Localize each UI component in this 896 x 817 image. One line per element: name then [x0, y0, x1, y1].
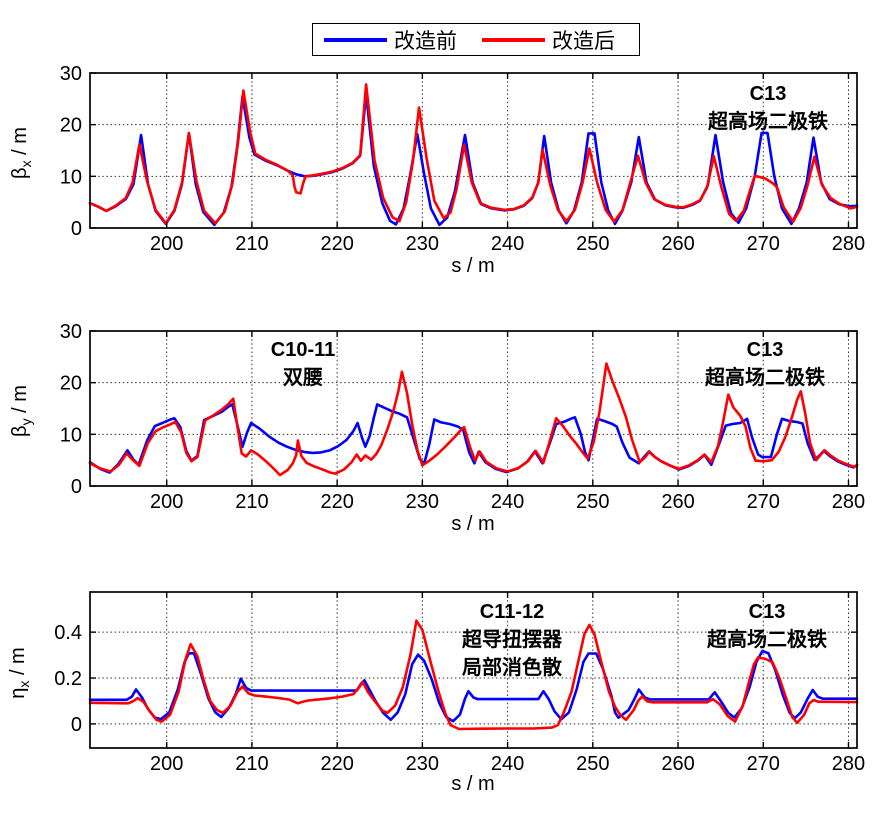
- y-tick-label: 0.4: [54, 622, 82, 644]
- x-tick-label: 250: [576, 753, 609, 775]
- annotation-line: 超高场二极铁: [707, 629, 827, 651]
- y-axis-subscript: y: [18, 418, 34, 426]
- series-line-after: [88, 362, 859, 477]
- series-line-before: [88, 403, 859, 474]
- x-tick-label: 240: [491, 233, 524, 255]
- annotation-line: C13: [746, 339, 784, 361]
- y-tick-label: 10: [60, 424, 82, 446]
- x-tick-label: 240: [491, 491, 524, 513]
- annotation-c11-12-plot3: C11-12 超导扭摆器 局部消色散: [462, 598, 562, 682]
- annotation-line: 超导扭摆器: [462, 629, 562, 651]
- x-tick-label: 230: [406, 233, 439, 255]
- x-tick-label: 280: [832, 491, 865, 513]
- legend-line-before: [324, 37, 387, 42]
- x-tick-label: 270: [747, 491, 780, 513]
- y-axis-unit: / m: [9, 385, 31, 419]
- y-tick-label: 0: [71, 714, 82, 736]
- annotation-c10-11-plot2: C10-11 双腰: [271, 336, 336, 392]
- annotation-line: C13: [749, 83, 787, 105]
- x-tick-label: 250: [576, 491, 609, 513]
- y-axis-unit: / m: [9, 127, 31, 161]
- annotation-line: 双腰: [283, 367, 323, 389]
- x-tick-label: 200: [150, 491, 183, 513]
- legend-line-after: [482, 37, 545, 42]
- x-tick-label: 230: [406, 491, 439, 513]
- x-axis-label-plot1: s / m: [451, 255, 495, 277]
- x-tick-label: 210: [235, 233, 268, 255]
- x-tick-label: 260: [661, 491, 694, 513]
- annotation-line: C10-11: [270, 339, 336, 361]
- y-axis-label-beta-y: βy / m: [6, 341, 40, 481]
- x-tick-label: 230: [406, 753, 439, 775]
- x-tick-label: 200: [150, 753, 183, 775]
- y-tick-label: 30: [60, 321, 82, 343]
- y-tick-label: 0: [71, 218, 82, 240]
- axis-box: [89, 591, 858, 749]
- y-axis-unit: / m: [7, 647, 29, 681]
- x-tick-label: 220: [320, 491, 353, 513]
- y-axis-subscript: x: [18, 160, 34, 168]
- annotation-c13-plot3: C13 超高场二极铁: [707, 598, 827, 654]
- annotation-line: C11-12: [479, 601, 545, 623]
- y-tick-label: 10: [60, 166, 82, 188]
- axis-box: [89, 72, 858, 229]
- x-tick-label: 210: [235, 753, 268, 775]
- x-tick-label: 200: [150, 233, 183, 255]
- y-axis-symbol: β: [9, 425, 31, 437]
- annotation-line: 局部消色散: [462, 657, 562, 679]
- y-axis-label-beta-x: βx / m: [6, 83, 40, 223]
- y-axis-label-eta-x: ηx / m: [4, 603, 38, 743]
- y-tick-label: 0: [71, 476, 82, 498]
- annotation-c13-plot2: C13 超高场二极铁: [705, 336, 825, 392]
- x-axis-label-plot3: s / m: [451, 773, 495, 795]
- y-axis-subscript: x: [16, 680, 32, 688]
- y-tick-label: 0.2: [54, 668, 82, 690]
- x-tick-label: 210: [235, 491, 268, 513]
- y-tick-label: 20: [60, 373, 82, 395]
- annotation-line: 超高场二极铁: [708, 111, 828, 133]
- x-tick-label: 280: [832, 753, 865, 775]
- annotation-line: 超高场二极铁: [705, 367, 825, 389]
- legend-label-after: 改造后: [552, 29, 615, 53]
- series-line-after: [88, 619, 859, 731]
- x-tick-label: 250: [576, 233, 609, 255]
- x-tick-label: 270: [747, 233, 780, 255]
- x-tick-label: 240: [491, 753, 524, 775]
- series-line-after: [88, 83, 859, 225]
- annotation-c13-plot1: C13 超高场二极铁: [708, 80, 828, 136]
- x-axis-label-plot2: s / m: [451, 513, 495, 535]
- x-tick-label: 260: [661, 233, 694, 255]
- axis-box: [89, 330, 858, 487]
- legend: 改造前 改造后: [312, 23, 640, 56]
- y-axis-symbol: η: [7, 687, 29, 699]
- annotation-line: C13: [748, 601, 786, 623]
- x-tick-label: 270: [747, 753, 780, 775]
- x-tick-label: 220: [320, 233, 353, 255]
- y-axis-symbol: β: [9, 167, 31, 179]
- x-tick-label: 220: [320, 753, 353, 775]
- legend-label-before: 改造前: [394, 29, 457, 53]
- x-tick-label: 280: [832, 233, 865, 255]
- y-tick-label: 20: [60, 115, 82, 137]
- x-tick-label: 260: [661, 753, 694, 775]
- y-tick-label: 30: [60, 63, 82, 85]
